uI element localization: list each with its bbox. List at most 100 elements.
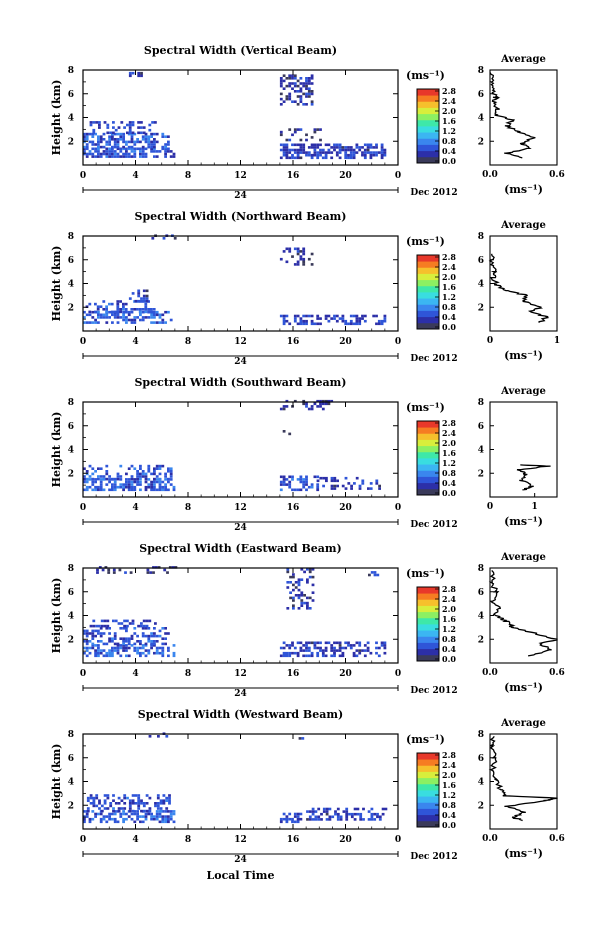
heatmap-cell <box>288 480 292 484</box>
heatmap-cell <box>161 637 165 640</box>
heatmap-cell <box>116 321 120 324</box>
x-tick-label: 20 <box>339 337 352 347</box>
heatmap-cell <box>353 812 357 816</box>
heatmap-cell <box>92 802 96 805</box>
heatmap-cell <box>296 156 300 160</box>
heatmap-cell <box>108 316 111 319</box>
heatmap-cell <box>313 402 317 406</box>
colorbar-tick-label: 1.2 <box>442 790 456 800</box>
heatmap-cell <box>86 796 90 800</box>
colorbar-tick-label: 0.8 <box>442 468 456 478</box>
heatmap-cell <box>155 480 159 484</box>
heatmap-cell <box>156 794 160 797</box>
heatmap-cell <box>158 316 162 319</box>
colorbar-segment <box>417 156 439 164</box>
heatmap-cell <box>139 467 142 470</box>
heatmap-cell <box>94 644 97 647</box>
heatmap-cell <box>150 632 153 635</box>
heatmap-cell <box>296 314 300 318</box>
heatmap-cell <box>148 809 152 813</box>
heatmap-cell <box>307 257 311 261</box>
heatmap-cell <box>116 475 120 478</box>
heatmap-cell <box>308 815 312 819</box>
heatmap-cell <box>361 649 364 652</box>
heatmap-cell <box>167 817 170 821</box>
heatmap-cell <box>144 152 148 156</box>
heatmap-cell <box>158 812 162 816</box>
heatmap-cell <box>108 640 111 643</box>
heatmap-cell <box>155 155 159 158</box>
heatmap-cell <box>117 809 121 813</box>
heatmap-cell <box>156 807 160 810</box>
heatmap-cell <box>322 810 326 813</box>
panel-title: Spectral Width (Southward Beam) <box>134 376 346 389</box>
heatmap-cell <box>92 804 96 808</box>
colorbar-segment <box>417 470 439 477</box>
heatmap-cell <box>106 131 110 135</box>
heatmap-cell <box>144 480 148 484</box>
heatmap-cell <box>147 483 151 486</box>
heatmap-cell <box>285 815 289 818</box>
heatmap-cell <box>293 247 297 251</box>
heatmap-cell <box>116 308 120 311</box>
heatmap-cell <box>299 128 303 131</box>
heatmap-cell <box>164 475 167 478</box>
heatmap-cell <box>300 591 304 594</box>
heatmap-cell <box>316 646 320 650</box>
heatmap-cell <box>153 150 156 153</box>
heatmap-cell <box>162 794 166 797</box>
heatmap-cell <box>164 478 167 481</box>
heatmap-cell <box>296 79 300 83</box>
heatmap-cell <box>375 151 378 154</box>
heatmap-cell <box>141 627 145 630</box>
heatmap-cell <box>328 815 332 819</box>
heatmap-cell <box>119 644 123 647</box>
heatmap-cell <box>150 812 153 816</box>
heatmap-cell <box>108 135 111 138</box>
colorbar-segment <box>417 765 439 772</box>
x-tick-label: 20 <box>339 835 352 845</box>
heatmap-cell <box>167 632 170 635</box>
colorbar-tick-label: 1.6 <box>442 116 456 126</box>
heatmap-cell <box>99 155 103 158</box>
heatmap-cell <box>161 642 165 646</box>
heatmap-cell <box>285 146 289 149</box>
heatmap-cell <box>168 566 172 569</box>
heatmap-cell <box>140 121 143 124</box>
heatmap-cell <box>292 583 295 587</box>
heatmap-cell <box>158 485 162 489</box>
heatmap-cell <box>105 627 109 630</box>
heatmap-cell <box>302 103 306 106</box>
heatmap-cell <box>91 155 95 158</box>
heatmap-cell <box>358 651 362 655</box>
heatmap-cell <box>325 807 329 811</box>
average-profile-line <box>488 569 558 657</box>
heatmap-cell <box>128 123 132 127</box>
heatmap-cell <box>164 642 167 646</box>
heatmap-cell <box>139 152 142 156</box>
heatmap-cell <box>102 642 106 646</box>
heatmap-cell <box>296 90 300 93</box>
heatmap-cell <box>164 632 167 635</box>
heatmap-cell <box>361 317 364 320</box>
heatmap-cell <box>141 308 145 311</box>
heatmap-cell <box>313 130 317 134</box>
heatmap-cell <box>307 90 311 93</box>
heatmap-cell <box>145 294 149 298</box>
heatmap-cell <box>95 794 99 797</box>
heatmap-cell <box>294 594 298 597</box>
heatmap-cell <box>316 641 320 645</box>
heatmap-cell <box>142 802 146 805</box>
heatmap-cell <box>112 807 115 810</box>
heatmap-cell <box>164 152 167 156</box>
heatmap-cell <box>99 313 103 317</box>
heatmap-cell <box>380 151 384 154</box>
heatmap-cell <box>133 308 136 311</box>
heatmap-cell <box>310 90 314 93</box>
heatmap-cell <box>136 810 139 813</box>
heatmap-cell <box>85 629 89 633</box>
x-tick-label: 0 <box>80 669 86 679</box>
heatmap-cell <box>167 654 170 658</box>
heatmap-cell <box>279 103 283 106</box>
heatmap-cell <box>147 634 151 638</box>
